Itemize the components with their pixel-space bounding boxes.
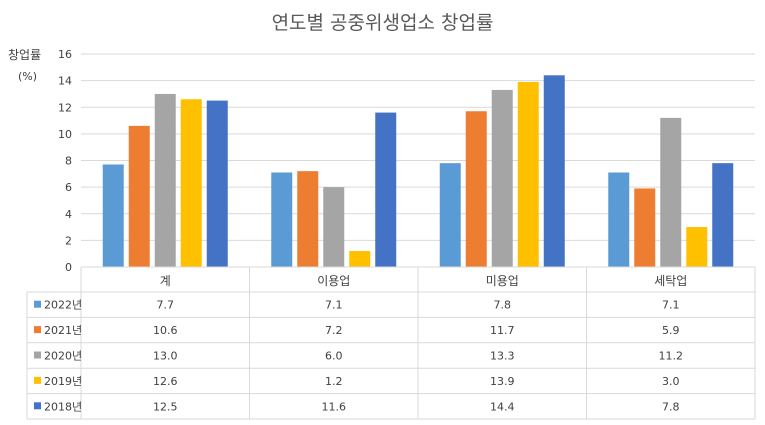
data-label: 7.2 [325, 324, 343, 337]
bar [102, 164, 124, 267]
y-tick-label: 8 [65, 155, 72, 168]
y-tick-label: 4 [65, 208, 72, 221]
data-label: 12.6 [153, 375, 178, 388]
bar [517, 81, 539, 267]
data-label: 7.7 [157, 299, 175, 312]
bar [543, 75, 565, 267]
legend-label: 2020년 [44, 350, 82, 363]
data-label: 14.4 [490, 400, 515, 413]
legend-label: 2019년 [44, 375, 82, 388]
bar [349, 251, 371, 267]
y-tick-label: 10 [58, 128, 72, 141]
bar [323, 187, 345, 267]
y-tick-label: 14 [58, 75, 72, 88]
bar [634, 188, 656, 267]
bar [271, 172, 293, 267]
y-tick-label: 16 [58, 48, 72, 61]
category-label: 세탁업 [654, 274, 687, 288]
y-axis-label: 창업률 [8, 48, 42, 62]
data-label: 11.7 [490, 324, 515, 337]
legend-swatch [34, 326, 41, 334]
legend-label: 2021년 [44, 324, 82, 337]
legend-swatch [34, 376, 41, 384]
y-tick-label: 2 [65, 234, 72, 247]
y-tick-label: 6 [65, 181, 72, 194]
data-label: 11.6 [322, 400, 347, 413]
data-label: 1.2 [325, 375, 343, 388]
data-label: 7.8 [662, 400, 680, 413]
chart-title: 연도별 공중위생업소 창업률 [271, 12, 494, 34]
data-label: 13.0 [153, 350, 178, 363]
category-label: 계 [160, 274, 171, 288]
bar [660, 117, 682, 268]
data-label: 11.2 [659, 350, 684, 363]
category-label: 이용업 [317, 274, 350, 288]
legend-swatch [34, 351, 41, 359]
bar [180, 99, 202, 267]
y-tick-label: 12 [58, 101, 72, 114]
data-label: 5.9 [662, 324, 680, 337]
data-label: 12.5 [153, 400, 178, 413]
data-label: 3.0 [662, 375, 680, 388]
bar [128, 125, 150, 267]
bar [491, 89, 513, 267]
legend-swatch [34, 300, 41, 308]
data-label: 7.1 [662, 299, 680, 312]
category-label: 미용업 [486, 274, 519, 288]
bar [465, 111, 487, 268]
data-label: 13.3 [490, 350, 515, 363]
legend-swatch [34, 402, 41, 410]
y-tick-label: 0 [65, 261, 72, 274]
legend-label: 2022년 [44, 299, 82, 312]
bar [608, 172, 630, 267]
data-label: 13.9 [490, 375, 515, 388]
data-label: 7.8 [494, 299, 512, 312]
bar [206, 100, 228, 267]
legend-label: 2018년 [44, 400, 82, 413]
bar [686, 227, 708, 267]
bar [154, 93, 176, 267]
data-label: 7.1 [325, 299, 343, 312]
bar [375, 112, 397, 267]
bar [439, 163, 461, 267]
y-axis-unit: (%) [18, 70, 38, 83]
bar [297, 171, 319, 267]
data-label: 10.6 [153, 324, 178, 337]
data-label: 6.0 [325, 350, 343, 363]
bar [712, 163, 734, 267]
